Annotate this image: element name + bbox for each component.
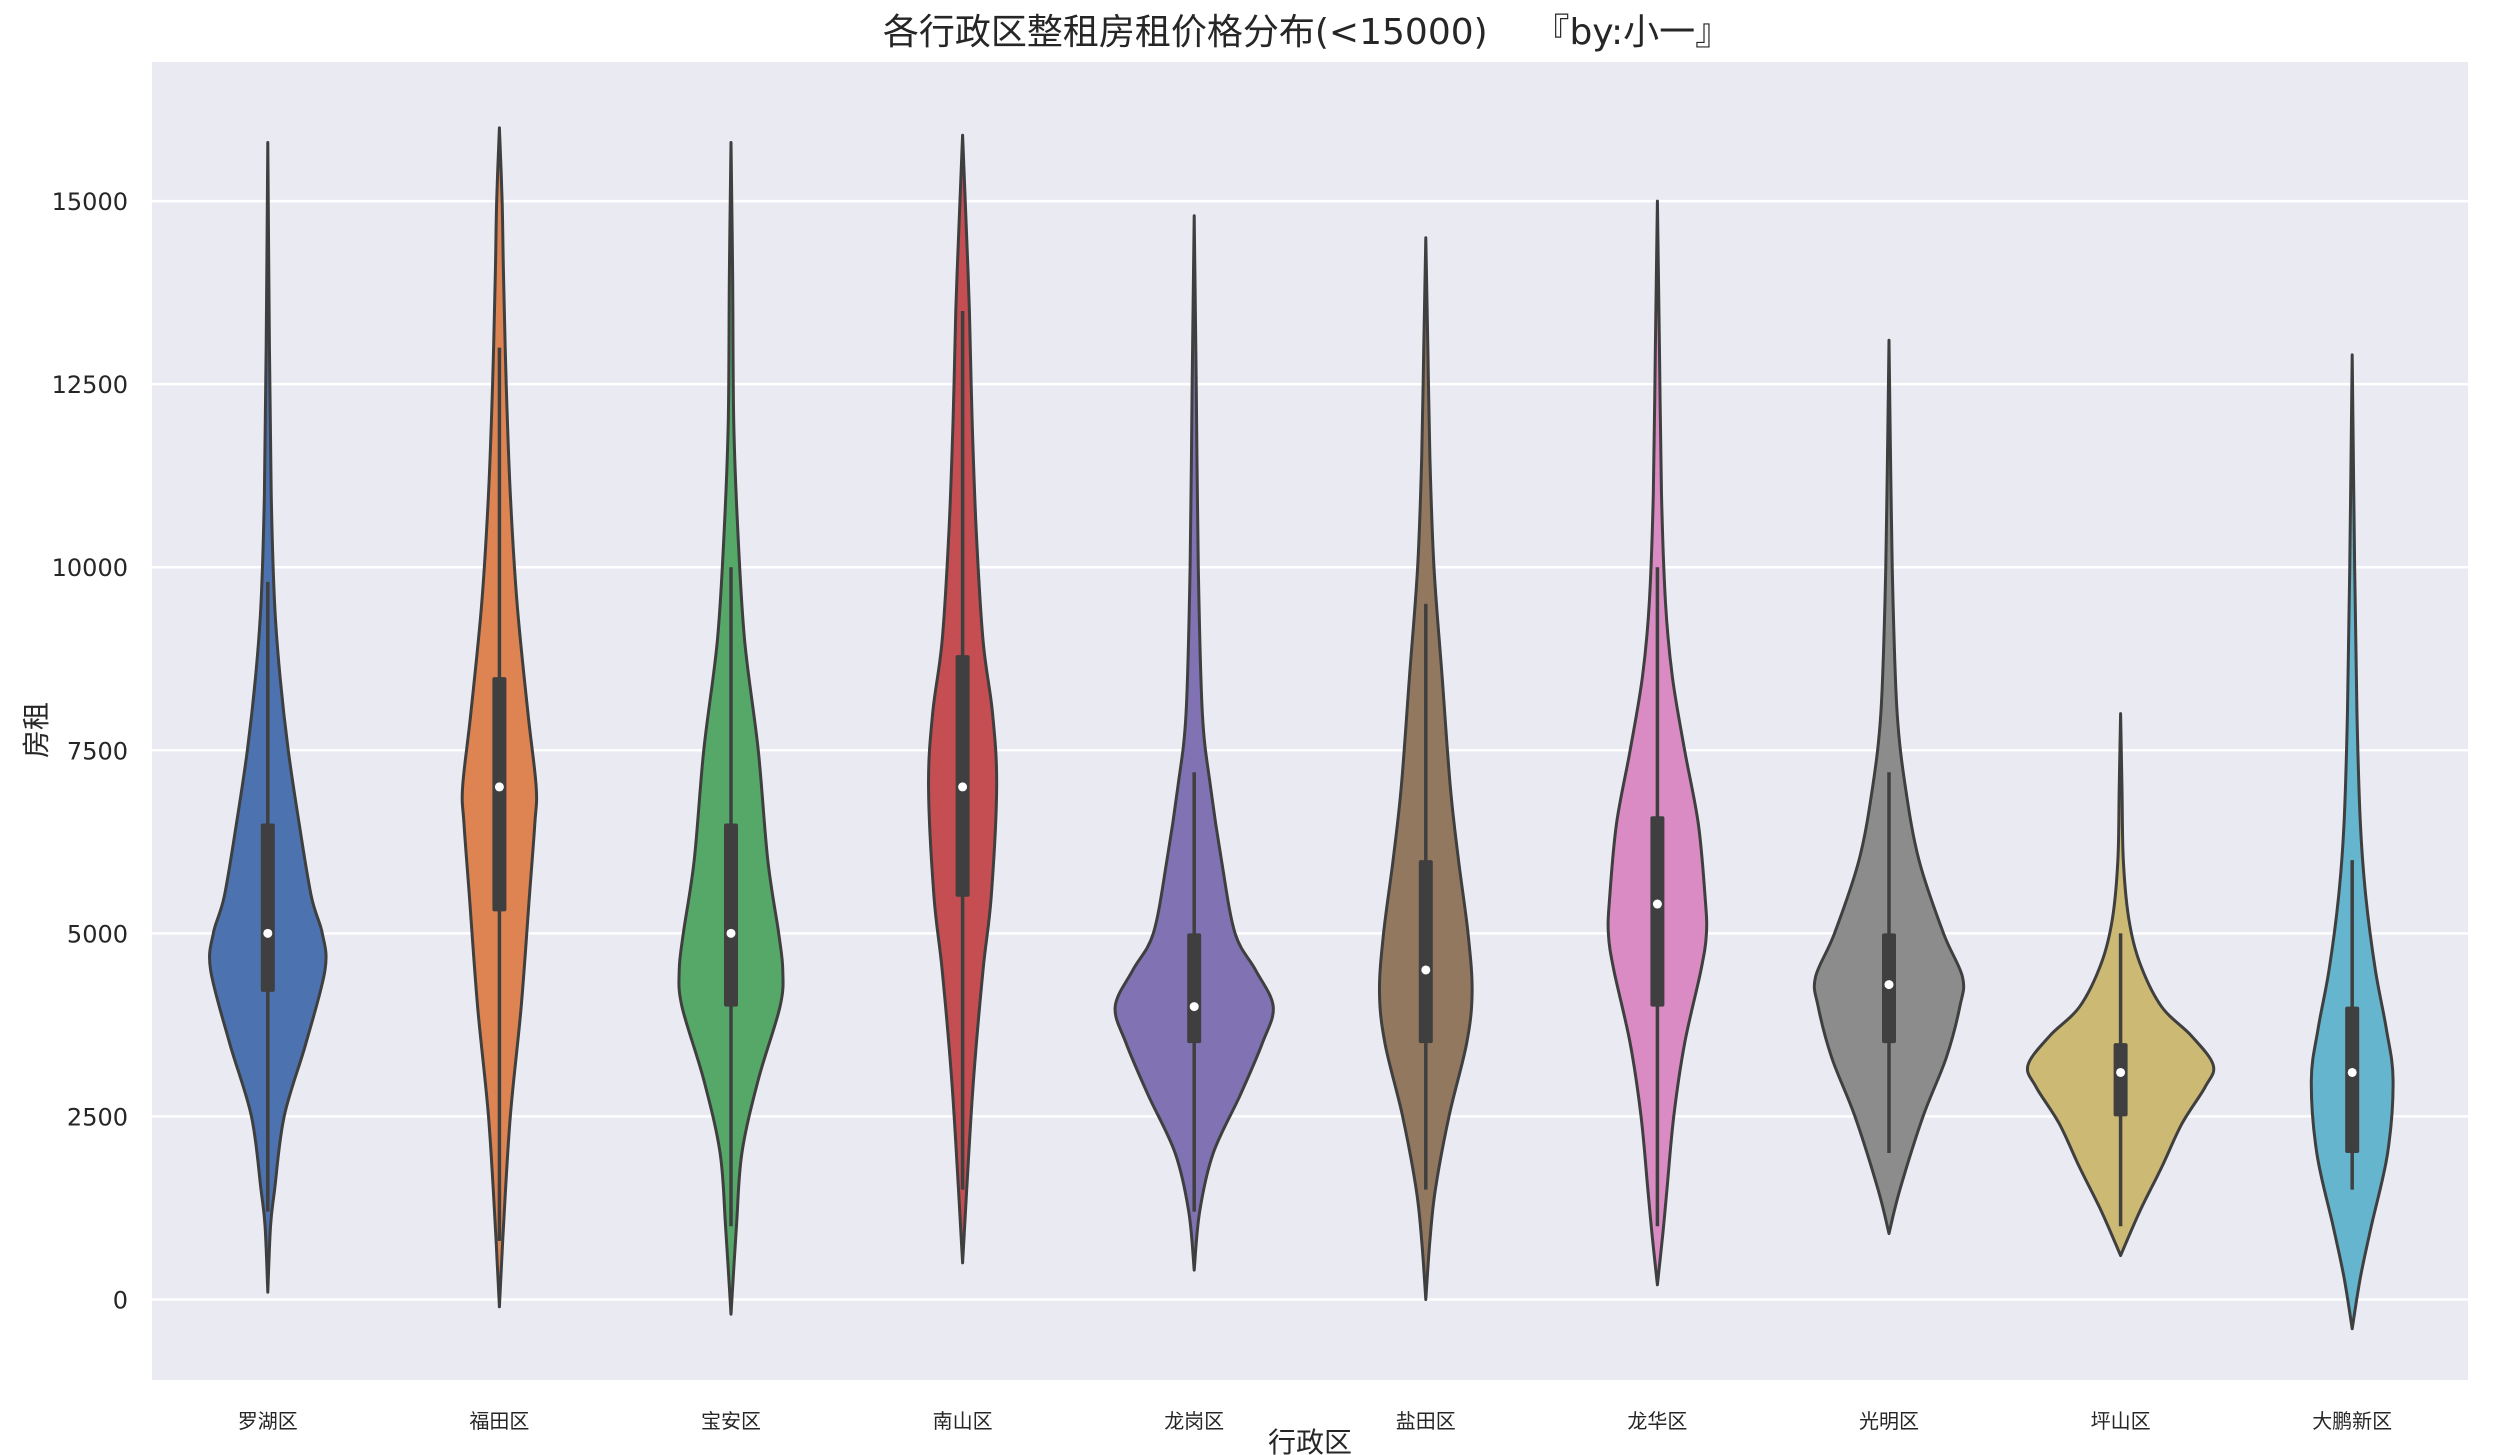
violin-body [2309, 353, 2395, 1331]
violin-median-dot [958, 782, 968, 792]
violin-median-dot [263, 928, 273, 938]
violin-iqr-box [724, 823, 738, 1007]
violin-5 [1113, 214, 1275, 1272]
y-tick-label: 7500 [67, 737, 128, 765]
violin-2 [460, 126, 539, 1309]
violin-4 [927, 133, 999, 1265]
violin-8 [1812, 338, 1966, 1236]
x-tick-label: 盐田区 [1396, 1409, 1456, 1433]
x-tick-label: 南山区 [933, 1409, 993, 1433]
y-tick-label: 10000 [52, 554, 128, 582]
x-tick-label: 大鹏新区 [2312, 1409, 2392, 1433]
x-axis-label: 行政区 [1268, 1426, 1352, 1455]
y-tick-label: 12500 [52, 371, 128, 399]
violin-iqr-box [955, 655, 970, 897]
violin-median-dot [1652, 899, 1662, 909]
x-tick-label: 龙岗区 [1164, 1409, 1224, 1433]
violin-median-dot [494, 782, 504, 792]
x-tick-label: 福田区 [469, 1409, 529, 1433]
violin-10 [2309, 353, 2395, 1331]
violin-iqr-box [1418, 860, 1433, 1044]
violin-3 [677, 141, 785, 1316]
violin-1 [208, 141, 328, 1294]
gridlines [152, 199, 2468, 1301]
chart-title: 各行政区整租房租价格分布(<15000) 『by:小一』 [883, 12, 1731, 53]
violin-7 [1606, 199, 1709, 1287]
violin-median-dot [1189, 1002, 1199, 1012]
x-tick-labels: 罗湖区 福田区 宝安区 南山区 龙岗区 盐田区 龙华区 光明区 坪山区 大鹏新区 [238, 1409, 2392, 1433]
violin-median-dot [726, 928, 736, 938]
violin-median-dot [1421, 965, 1431, 975]
violin-iqr-box [492, 677, 507, 912]
violin-iqr-box [1650, 816, 1665, 1007]
x-tick-label: 光明区 [1859, 1409, 1919, 1433]
violin-median-dot [2347, 1067, 2357, 1077]
y-tick-labels: 0 2500 5000 7500 10000 12500 15000 [52, 188, 128, 1314]
y-tick-label: 15000 [52, 188, 128, 216]
violin-iqr-box [2113, 1043, 2128, 1117]
violin-9 [2025, 712, 2216, 1258]
y-tick-label: 0 [113, 1286, 128, 1314]
violin-median-dot [1884, 980, 1894, 990]
y-tick-label: 5000 [67, 920, 128, 948]
violin-6 [1377, 236, 1474, 1301]
violin-iqr-box [260, 823, 275, 992]
violin-median-dot [2116, 1067, 2126, 1077]
violin-iqr-box [1187, 933, 1202, 1044]
x-tick-label: 坪山区 [2091, 1409, 2151, 1433]
y-tick-label: 2500 [67, 1103, 128, 1131]
x-tick-label: 龙华区 [1627, 1409, 1687, 1433]
x-tick-label: 罗湖区 [238, 1409, 298, 1433]
violins [208, 126, 2395, 1331]
x-tick-label: 宝安区 [701, 1409, 761, 1433]
violin-body [1113, 214, 1275, 1272]
violin-iqr-box [2345, 1006, 2360, 1154]
y-axis-label: 房租 [20, 702, 53, 758]
